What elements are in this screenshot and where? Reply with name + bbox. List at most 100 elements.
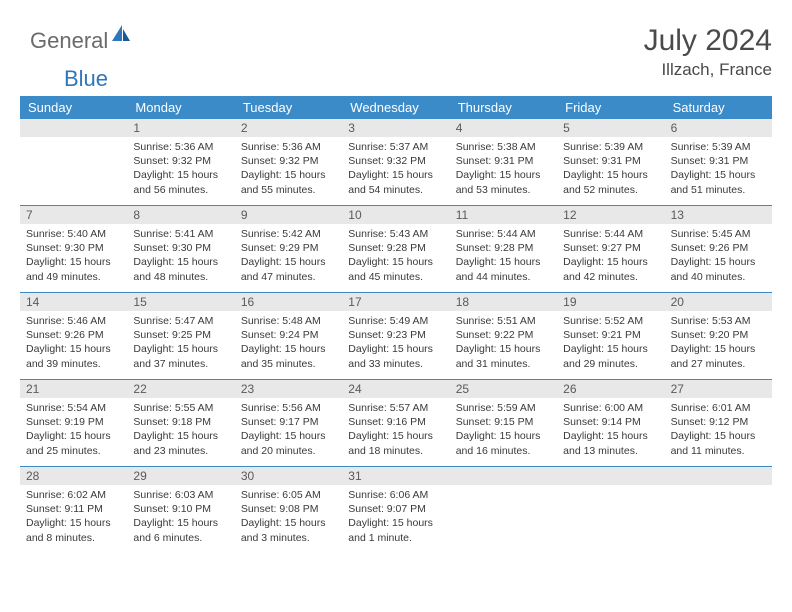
sunset-line: Sunset: 9:30 PM <box>26 241 121 255</box>
day-number <box>557 467 664 485</box>
sunrise-line: Sunrise: 6:01 AM <box>671 401 766 415</box>
sunrise-line: Sunrise: 5:47 AM <box>133 314 228 328</box>
day-number: 7 <box>20 206 127 224</box>
day-number: 16 <box>235 293 342 311</box>
title-block: July 2024 Illzach, France <box>644 24 772 80</box>
daylight-line: Daylight: 15 hours and 29 minutes. <box>563 342 658 370</box>
day-number: 28 <box>20 467 127 485</box>
daylight-line: Daylight: 15 hours and 13 minutes. <box>563 429 658 457</box>
calendar-cell: 11Sunrise: 5:44 AMSunset: 9:28 PMDayligh… <box>450 206 557 292</box>
sunset-line: Sunset: 9:26 PM <box>671 241 766 255</box>
sunset-line: Sunset: 9:32 PM <box>133 154 228 168</box>
sunset-line: Sunset: 9:10 PM <box>133 502 228 516</box>
day-details: Sunrise: 6:05 AMSunset: 9:08 PMDaylight:… <box>235 485 342 551</box>
sunset-line: Sunset: 9:32 PM <box>348 154 443 168</box>
day-number: 5 <box>557 119 664 137</box>
day-details: Sunrise: 5:59 AMSunset: 9:15 PMDaylight:… <box>450 398 557 464</box>
calendar-cell: 20Sunrise: 5:53 AMSunset: 9:20 PMDayligh… <box>665 293 772 379</box>
sunrise-line: Sunrise: 5:39 AM <box>671 140 766 154</box>
calendar-cell: 22Sunrise: 5:55 AMSunset: 9:18 PMDayligh… <box>127 380 234 466</box>
sunrise-line: Sunrise: 5:51 AM <box>456 314 551 328</box>
sunrise-line: Sunrise: 5:56 AM <box>241 401 336 415</box>
day-details: Sunrise: 6:03 AMSunset: 9:10 PMDaylight:… <box>127 485 234 551</box>
daylight-line: Daylight: 15 hours and 11 minutes. <box>671 429 766 457</box>
sunset-line: Sunset: 9:31 PM <box>563 154 658 168</box>
sunset-line: Sunset: 9:23 PM <box>348 328 443 342</box>
day-header-tuesday: Tuesday <box>235 96 342 119</box>
logo-text-general: General <box>30 28 108 54</box>
daylight-line: Daylight: 15 hours and 47 minutes. <box>241 255 336 283</box>
sunset-line: Sunset: 9:28 PM <box>348 241 443 255</box>
day-details: Sunrise: 5:38 AMSunset: 9:31 PMDaylight:… <box>450 137 557 203</box>
day-details: Sunrise: 6:00 AMSunset: 9:14 PMDaylight:… <box>557 398 664 464</box>
daylight-line: Daylight: 15 hours and 6 minutes. <box>133 516 228 544</box>
day-number: 3 <box>342 119 449 137</box>
calendar-cell: 10Sunrise: 5:43 AMSunset: 9:28 PMDayligh… <box>342 206 449 292</box>
daylight-line: Daylight: 15 hours and 39 minutes. <box>26 342 121 370</box>
daylight-line: Daylight: 15 hours and 54 minutes. <box>348 168 443 196</box>
sunrise-line: Sunrise: 5:37 AM <box>348 140 443 154</box>
calendar-cell: 17Sunrise: 5:49 AMSunset: 9:23 PMDayligh… <box>342 293 449 379</box>
calendar-cell: 28Sunrise: 6:02 AMSunset: 9:11 PMDayligh… <box>20 467 127 553</box>
calendar-cell: 6Sunrise: 5:39 AMSunset: 9:31 PMDaylight… <box>665 119 772 205</box>
calendar-header-row: Sunday Monday Tuesday Wednesday Thursday… <box>20 96 772 119</box>
day-number: 21 <box>20 380 127 398</box>
daylight-line: Daylight: 15 hours and 55 minutes. <box>241 168 336 196</box>
day-details: Sunrise: 5:48 AMSunset: 9:24 PMDaylight:… <box>235 311 342 377</box>
calendar-week: 28Sunrise: 6:02 AMSunset: 9:11 PMDayligh… <box>20 467 772 553</box>
sunset-line: Sunset: 9:31 PM <box>671 154 766 168</box>
daylight-line: Daylight: 15 hours and 8 minutes. <box>26 516 121 544</box>
sunrise-line: Sunrise: 5:36 AM <box>133 140 228 154</box>
day-number: 24 <box>342 380 449 398</box>
calendar-cell: 24Sunrise: 5:57 AMSunset: 9:16 PMDayligh… <box>342 380 449 466</box>
day-details: Sunrise: 5:57 AMSunset: 9:16 PMDaylight:… <box>342 398 449 464</box>
sunset-line: Sunset: 9:27 PM <box>563 241 658 255</box>
calendar-cell: 12Sunrise: 5:44 AMSunset: 9:27 PMDayligh… <box>557 206 664 292</box>
sunrise-line: Sunrise: 6:06 AM <box>348 488 443 502</box>
day-details: Sunrise: 5:37 AMSunset: 9:32 PMDaylight:… <box>342 137 449 203</box>
day-number: 2 <box>235 119 342 137</box>
day-number <box>20 119 127 137</box>
sunset-line: Sunset: 9:11 PM <box>26 502 121 516</box>
day-details: Sunrise: 5:42 AMSunset: 9:29 PMDaylight:… <box>235 224 342 290</box>
sunset-line: Sunset: 9:24 PM <box>241 328 336 342</box>
day-header-wednesday: Wednesday <box>342 96 449 119</box>
daylight-line: Daylight: 15 hours and 56 minutes. <box>133 168 228 196</box>
daylight-line: Daylight: 15 hours and 16 minutes. <box>456 429 551 457</box>
day-details: Sunrise: 5:53 AMSunset: 9:20 PMDaylight:… <box>665 311 772 377</box>
sunrise-line: Sunrise: 6:00 AM <box>563 401 658 415</box>
day-number: 30 <box>235 467 342 485</box>
day-number: 25 <box>450 380 557 398</box>
sunset-line: Sunset: 9:32 PM <box>241 154 336 168</box>
daylight-line: Daylight: 15 hours and 52 minutes. <box>563 168 658 196</box>
day-number: 11 <box>450 206 557 224</box>
sunset-line: Sunset: 9:22 PM <box>456 328 551 342</box>
day-number: 23 <box>235 380 342 398</box>
day-header-friday: Friday <box>557 96 664 119</box>
calendar-week: 14Sunrise: 5:46 AMSunset: 9:26 PMDayligh… <box>20 293 772 380</box>
sunrise-line: Sunrise: 5:44 AM <box>563 227 658 241</box>
day-number: 27 <box>665 380 772 398</box>
daylight-line: Daylight: 15 hours and 31 minutes. <box>456 342 551 370</box>
day-details: Sunrise: 6:06 AMSunset: 9:07 PMDaylight:… <box>342 485 449 551</box>
day-details: Sunrise: 5:43 AMSunset: 9:28 PMDaylight:… <box>342 224 449 290</box>
day-details: Sunrise: 5:39 AMSunset: 9:31 PMDaylight:… <box>557 137 664 203</box>
calendar-cell: 4Sunrise: 5:38 AMSunset: 9:31 PMDaylight… <box>450 119 557 205</box>
daylight-line: Daylight: 15 hours and 51 minutes. <box>671 168 766 196</box>
daylight-line: Daylight: 15 hours and 20 minutes. <box>241 429 336 457</box>
sunrise-line: Sunrise: 5:39 AM <box>563 140 658 154</box>
sunset-line: Sunset: 9:29 PM <box>241 241 336 255</box>
day-details: Sunrise: 5:52 AMSunset: 9:21 PMDaylight:… <box>557 311 664 377</box>
daylight-line: Daylight: 15 hours and 37 minutes. <box>133 342 228 370</box>
location: Illzach, France <box>644 60 772 80</box>
logo-sail-icon <box>112 25 130 46</box>
day-number: 19 <box>557 293 664 311</box>
calendar-cell: 5Sunrise: 5:39 AMSunset: 9:31 PMDaylight… <box>557 119 664 205</box>
sunset-line: Sunset: 9:12 PM <box>671 415 766 429</box>
calendar-cell: 19Sunrise: 5:52 AMSunset: 9:21 PMDayligh… <box>557 293 664 379</box>
day-number: 26 <box>557 380 664 398</box>
day-number: 13 <box>665 206 772 224</box>
day-number <box>665 467 772 485</box>
sunset-line: Sunset: 9:14 PM <box>563 415 658 429</box>
day-number: 10 <box>342 206 449 224</box>
